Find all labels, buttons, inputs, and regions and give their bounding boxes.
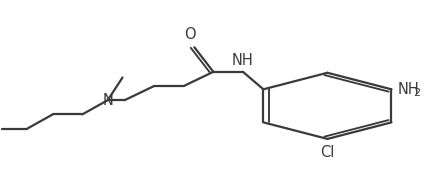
Text: O: O: [184, 27, 196, 42]
Text: NH: NH: [398, 82, 419, 97]
Text: Cl: Cl: [320, 145, 334, 160]
Text: N: N: [102, 93, 113, 108]
Text: NH: NH: [232, 53, 254, 68]
Text: 2: 2: [413, 88, 420, 98]
